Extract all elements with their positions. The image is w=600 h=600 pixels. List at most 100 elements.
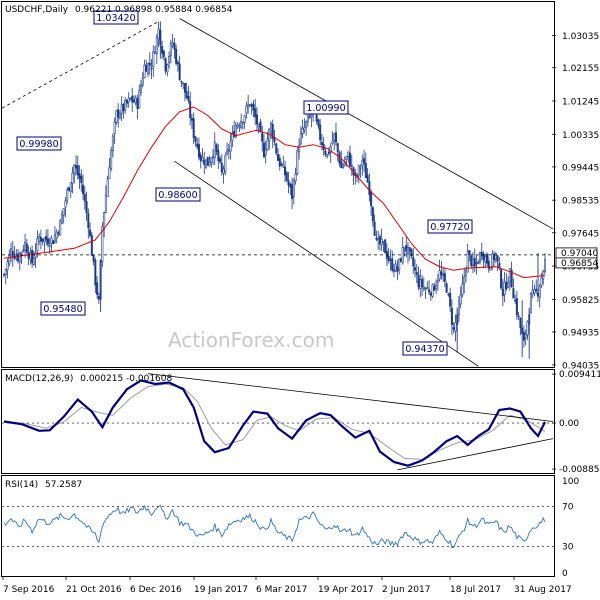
macd-values: 0.000215 -0.001608 bbox=[80, 374, 172, 384]
candle-body bbox=[466, 251, 469, 273]
candle-body bbox=[122, 104, 125, 112]
candle-body bbox=[241, 122, 244, 124]
candle-body bbox=[210, 157, 213, 163]
candle-body bbox=[178, 63, 181, 81]
candle-body bbox=[273, 137, 276, 143]
candle-body bbox=[138, 90, 141, 109]
candle-body bbox=[22, 249, 25, 252]
candle-body bbox=[268, 128, 271, 142]
annotation-1-00990: 1.00990 bbox=[303, 100, 349, 115]
candle-body bbox=[261, 132, 264, 142]
candle-body bbox=[473, 258, 476, 267]
candle-body bbox=[189, 101, 192, 119]
candle-body bbox=[275, 143, 278, 154]
candle-body bbox=[531, 289, 534, 295]
candle-body bbox=[73, 164, 76, 174]
candle-body bbox=[108, 167, 111, 180]
candle-body bbox=[493, 254, 496, 261]
candle-body bbox=[285, 172, 288, 181]
candle-body bbox=[445, 283, 448, 293]
candle-body bbox=[538, 286, 541, 298]
annotation-box bbox=[402, 341, 448, 356]
candle-body bbox=[78, 173, 81, 180]
moving-average-line bbox=[3, 106, 546, 279]
candle-body bbox=[443, 273, 446, 282]
annotation-label: 1.03420 bbox=[96, 13, 135, 24]
macd-layer bbox=[2, 373, 555, 471]
candle-body bbox=[204, 159, 207, 168]
candle-body bbox=[176, 61, 179, 64]
candle-body bbox=[111, 135, 114, 151]
candle-body bbox=[280, 163, 283, 166]
price-symbol: USDCHF,Daily bbox=[5, 5, 69, 15]
candle-body bbox=[391, 258, 394, 271]
candle-body bbox=[310, 114, 313, 118]
candle-body bbox=[41, 238, 44, 242]
candle-body bbox=[125, 99, 128, 104]
candle-body bbox=[92, 255, 95, 262]
candle-body bbox=[305, 121, 308, 128]
candle-body bbox=[399, 258, 402, 262]
candle-body bbox=[46, 238, 49, 245]
candle-body bbox=[364, 163, 367, 179]
annotation-0-94370: 0.94370 bbox=[402, 341, 448, 356]
candle-body bbox=[103, 212, 106, 230]
candle-body bbox=[433, 285, 436, 291]
candle-body bbox=[536, 292, 539, 297]
candle-body bbox=[368, 181, 371, 195]
candle-body bbox=[535, 288, 538, 292]
candle-body bbox=[233, 131, 236, 137]
macd-header: MACD(12,26,9) 0.000215 -0.001608 bbox=[5, 374, 173, 384]
candle-body bbox=[477, 262, 480, 264]
candle-body bbox=[282, 164, 285, 168]
candle-body bbox=[479, 252, 482, 262]
macd-upper-trendline bbox=[147, 373, 554, 422]
dotted-trendline bbox=[1, 21, 159, 109]
candle-body bbox=[219, 158, 222, 163]
candle-body bbox=[257, 124, 260, 128]
candle-body bbox=[415, 272, 418, 275]
candle-body bbox=[57, 232, 60, 234]
candle-body bbox=[522, 332, 525, 341]
candle-body bbox=[32, 258, 35, 265]
candle-body bbox=[468, 250, 471, 255]
annotation-0-97720: 0.97720 bbox=[427, 219, 473, 234]
candle-body bbox=[67, 187, 70, 191]
candle-body bbox=[431, 284, 434, 297]
macd-tick-label: 0.009411 bbox=[559, 370, 600, 380]
candle-body bbox=[426, 287, 429, 289]
candle-body bbox=[96, 282, 99, 295]
price-panel bbox=[1, 1, 555, 368]
price-tag-label: 0.97040 bbox=[561, 249, 598, 259]
candle-body bbox=[447, 293, 450, 296]
price-tag-label: 0.96854 bbox=[561, 259, 598, 269]
candle-body bbox=[331, 141, 334, 144]
annotation-label: 0.94370 bbox=[405, 344, 444, 355]
candle-body bbox=[259, 121, 262, 133]
candle-body bbox=[206, 156, 209, 166]
candle-body bbox=[76, 165, 79, 176]
candle-body bbox=[292, 179, 295, 197]
candle-body bbox=[401, 247, 404, 264]
candle-body bbox=[199, 154, 202, 161]
candle-body bbox=[299, 133, 302, 145]
candle-body bbox=[113, 121, 116, 134]
candle-body bbox=[370, 191, 373, 207]
candle-body bbox=[505, 281, 508, 289]
candle-body bbox=[361, 160, 364, 166]
candle-body bbox=[359, 166, 362, 169]
candle-body bbox=[457, 300, 460, 315]
candle-body bbox=[510, 269, 513, 288]
candle-body bbox=[94, 260, 97, 286]
price-tick-label: 0.99445 bbox=[562, 163, 599, 173]
candle-body bbox=[34, 252, 37, 258]
candle-body bbox=[524, 333, 527, 339]
candle-body bbox=[187, 96, 190, 102]
date-tick-label: 6 Mar 2017 bbox=[256, 585, 307, 595]
date-tick-label: 21 Oct 2016 bbox=[66, 585, 122, 595]
candle-body bbox=[303, 127, 306, 131]
candle-body bbox=[296, 150, 299, 175]
candle-body bbox=[24, 242, 27, 251]
candle-body bbox=[417, 274, 420, 288]
